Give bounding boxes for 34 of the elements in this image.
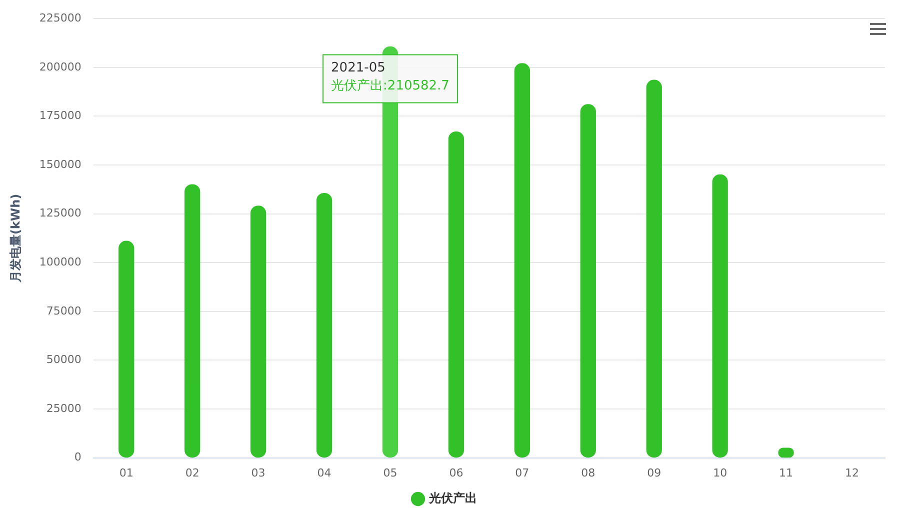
- x-tick-label: 09: [647, 466, 662, 480]
- y-tick-label: 50000: [46, 353, 82, 366]
- x-tick-label: 07: [515, 466, 530, 480]
- x-tick-label: 10: [713, 466, 728, 480]
- bar: [184, 184, 200, 458]
- annotation: 2021-05 光伏产出:210582.7: [331, 60, 450, 94]
- x-tick-label: 03: [251, 466, 266, 480]
- y-tick-label: 150000: [39, 158, 82, 171]
- bar: [448, 131, 464, 458]
- x-tick-label: 06: [449, 466, 464, 480]
- x-tick-label: 05: [383, 466, 398, 480]
- x-tick-label: 11: [779, 466, 794, 480]
- x-tick-label: 02: [185, 466, 200, 480]
- y-tick-label: 125000: [39, 206, 82, 220]
- x-tick-label: 01: [119, 466, 134, 480]
- legend-label: 光伏产出: [428, 491, 477, 506]
- y-tick-label: 225000: [39, 11, 82, 24]
- x-tick-label: 08: [581, 466, 596, 480]
- bar: [316, 192, 332, 458]
- bar: [250, 206, 266, 458]
- x-tick-label: 04: [317, 466, 332, 480]
- y-tick-label: 175000: [39, 109, 82, 122]
- y-tick-label: 25000: [46, 402, 82, 415]
- y-tick-label: 0: [74, 450, 82, 464]
- y-axis-title: 月发电量(kWh): [8, 194, 22, 284]
- x-tick-label: 12: [845, 466, 860, 480]
- bar: [514, 63, 530, 458]
- bar: [712, 174, 728, 458]
- y-tick-label: 100000: [39, 255, 82, 268]
- y-tick-label: 200000: [39, 60, 82, 74]
- y-tick-label: 75000: [46, 304, 82, 318]
- bar: [580, 104, 596, 458]
- bar: [646, 80, 662, 458]
- bar: [118, 240, 134, 458]
